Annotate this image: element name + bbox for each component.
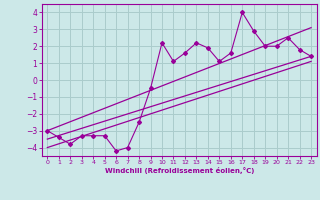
X-axis label: Windchill (Refroidissement éolien,°C): Windchill (Refroidissement éolien,°C) bbox=[105, 167, 254, 174]
